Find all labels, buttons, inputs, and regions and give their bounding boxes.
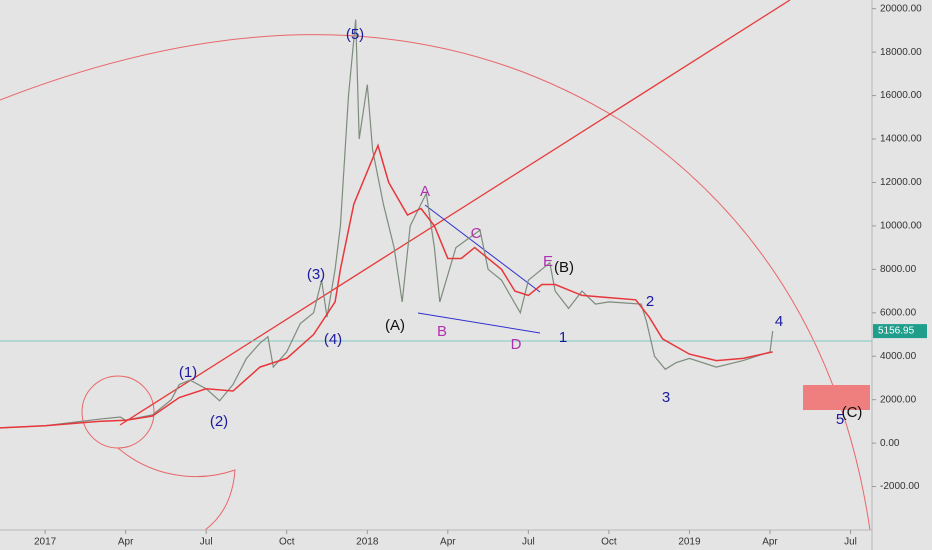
y-tick-label: 10000.00 <box>880 221 922 232</box>
y-tick-label: 8000.00 <box>880 264 917 275</box>
y-tick-label: -2000.00 <box>880 481 920 492</box>
wave-label: (1) <box>179 364 197 381</box>
y-tick-label: 12000.00 <box>880 177 922 188</box>
wave-label: 4 <box>775 313 783 330</box>
triangle-upper <box>424 204 541 293</box>
y-tick-label: 0.00 <box>880 438 900 449</box>
trend-line <box>119 0 791 426</box>
wave-label: (C) <box>842 404 863 421</box>
wave-label: 5 <box>836 411 844 428</box>
wave-label: (4) <box>324 331 342 348</box>
wave-label: D <box>511 336 522 353</box>
y-tick-label: 4000.00 <box>880 351 917 362</box>
wave-label: B <box>437 323 447 340</box>
x-tick-label: Oct <box>601 537 617 548</box>
x-tick-label: 2018 <box>356 537 379 548</box>
wave-label: (B) <box>554 259 574 276</box>
x-tick-label: Apr <box>118 537 134 548</box>
x-tick-label: 2019 <box>678 537 701 548</box>
y-tick-label: 14000.00 <box>880 134 922 145</box>
y-tick-label: 2000.00 <box>880 394 917 405</box>
drawings <box>0 0 872 531</box>
x-tick-label: Oct <box>279 537 295 548</box>
spiral-outer <box>117 447 236 531</box>
wave-label: E <box>543 253 553 270</box>
x-tick-label: Jul <box>200 537 213 548</box>
wave-label: (2) <box>210 413 228 430</box>
y-tick-label: 6000.00 <box>880 307 917 318</box>
target-zone <box>803 385 870 410</box>
wave-label: (A) <box>385 317 405 334</box>
y-tick-label: 16000.00 <box>880 90 922 101</box>
y-tick-label: 18000.00 <box>880 47 922 58</box>
wave-label: (3) <box>307 266 325 283</box>
x-tick-label: Apr <box>762 537 778 548</box>
x-tick-label: Jul <box>522 537 535 548</box>
x-tick-label: 2017 <box>34 537 57 548</box>
wave-label: A <box>420 183 430 200</box>
wave-label: 1 <box>559 329 567 346</box>
series-line <box>0 143 773 429</box>
wave-label: C <box>471 225 482 242</box>
wave-label: 2 <box>646 293 654 310</box>
price-tag-label: 5156.95 <box>878 326 915 337</box>
x-tick-label: Jul <box>844 537 857 548</box>
wave-label: 3 <box>662 389 670 406</box>
x-tick-label: Apr <box>440 537 456 548</box>
y-tick-label: 20000.00 <box>880 3 922 14</box>
triangle-lower <box>417 312 541 334</box>
wave-label: (5) <box>346 26 364 43</box>
price-tag <box>873 324 927 339</box>
